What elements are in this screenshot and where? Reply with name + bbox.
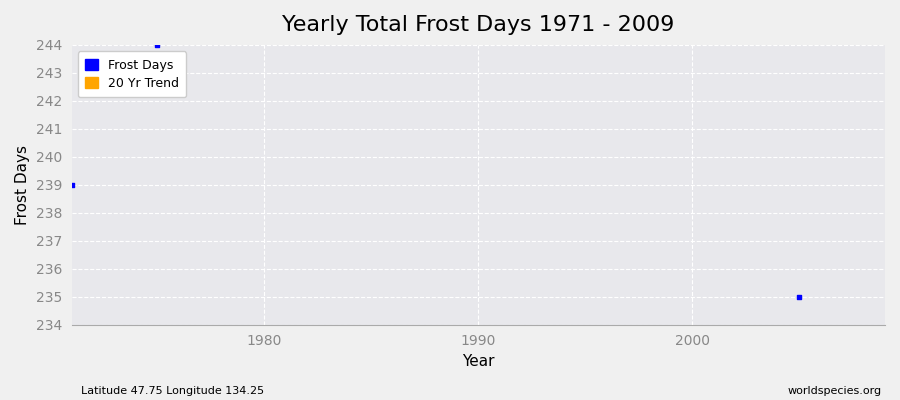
Point <box>65 182 79 188</box>
Legend: Frost Days, 20 Yr Trend: Frost Days, 20 Yr Trend <box>78 51 186 97</box>
X-axis label: Year: Year <box>462 354 495 369</box>
Y-axis label: Frost Days: Frost Days <box>15 145 30 225</box>
Text: Latitude 47.75 Longitude 134.25: Latitude 47.75 Longitude 134.25 <box>81 386 264 396</box>
Title: Yearly Total Frost Days 1971 - 2009: Yearly Total Frost Days 1971 - 2009 <box>282 15 674 35</box>
Point <box>792 294 806 300</box>
Point <box>150 42 165 48</box>
Text: worldspecies.org: worldspecies.org <box>788 386 882 396</box>
